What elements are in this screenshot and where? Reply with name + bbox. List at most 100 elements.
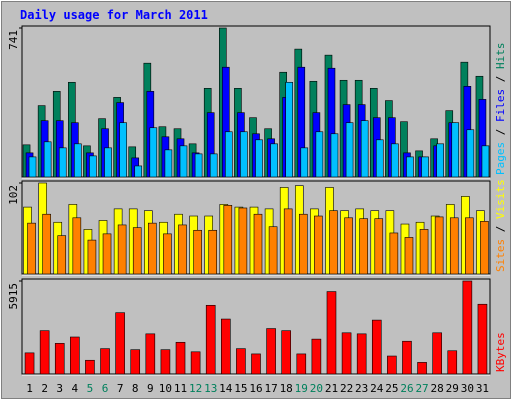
bar: [209, 153, 218, 178]
bar: [104, 147, 112, 178]
bar: [371, 319, 382, 375]
bar: [481, 145, 490, 178]
bar: [58, 147, 67, 178]
bar: [89, 155, 97, 178]
x-tick-label: 25: [385, 382, 398, 395]
bar: [54, 343, 65, 375]
bar: [311, 338, 322, 375]
bar: [374, 218, 384, 275]
bar: [57, 235, 67, 275]
bar: [421, 156, 429, 178]
bar: [205, 304, 216, 375]
x-tick-label: 29: [446, 382, 459, 395]
x-tick-label: 21: [325, 382, 338, 395]
x-tick-label: 6: [102, 382, 109, 395]
bar: [387, 355, 397, 375]
x-tick-label: 30: [461, 382, 474, 395]
bar: [85, 359, 95, 375]
x-tick-label: 18: [280, 382, 293, 395]
chart-title: Daily usage for March 2011: [20, 8, 208, 22]
legend: Sites / Visits: [494, 179, 507, 272]
bar: [359, 218, 368, 275]
x-tick-label: 17: [264, 382, 277, 395]
y-tick-label: 102: [7, 185, 20, 205]
bar: [434, 216, 444, 275]
x-tick-label: 11: [174, 382, 187, 395]
y-tick-label: 741: [7, 30, 20, 50]
bar: [132, 227, 142, 275]
x-tick-label: 27: [415, 382, 428, 395]
bar: [179, 145, 188, 178]
bar: [221, 318, 231, 375]
bar: [296, 353, 307, 375]
bar: [193, 229, 202, 275]
x-tick-label: 28: [431, 382, 444, 395]
legend: KBytes: [494, 332, 507, 372]
x-tick-label: 14: [219, 382, 233, 395]
y-tick-label: 5915: [7, 283, 20, 310]
bar: [27, 222, 36, 275]
bar: [145, 333, 156, 375]
x-tick-label: 31: [476, 382, 489, 395]
bar: [315, 131, 324, 178]
bar: [42, 213, 51, 275]
bar: [391, 143, 399, 178]
x-tick-label: 7: [117, 382, 124, 395]
bar: [283, 208, 293, 275]
x-tick-label: 1: [26, 382, 33, 395]
bar: [330, 133, 339, 178]
bar: [130, 349, 141, 375]
bar: [406, 156, 414, 178]
bar: [175, 341, 186, 375]
bar: [447, 350, 458, 375]
bar: [466, 129, 475, 178]
x-tick-label: 4: [72, 382, 79, 395]
legend-entry: Visits: [494, 179, 507, 219]
bar: [190, 351, 201, 375]
bar: [194, 153, 203, 178]
bar: [375, 139, 384, 178]
x-tick-label: 13: [204, 382, 217, 395]
bar: [39, 330, 50, 375]
bar: [43, 141, 52, 178]
bar: [404, 237, 414, 275]
bar: [70, 336, 80, 375]
bar: [419, 229, 429, 275]
x-tick-label: 23: [355, 382, 368, 395]
bar: [160, 349, 171, 375]
bar: [28, 156, 37, 178]
bar: [163, 233, 172, 275]
bar: [360, 120, 369, 178]
x-tick-label: 12: [189, 382, 202, 395]
legend-separator: /: [494, 122, 507, 142]
bar: [87, 239, 97, 275]
bar: [480, 221, 489, 275]
bar: [100, 348, 110, 375]
bar: [208, 229, 218, 275]
bar: [270, 143, 278, 178]
bar: [238, 207, 248, 275]
x-tick-label: 10: [159, 382, 172, 395]
bar: [326, 291, 337, 375]
legend-entry: KBytes: [494, 332, 507, 372]
bar: [451, 122, 460, 178]
bar: [119, 122, 127, 178]
bar: [115, 312, 125, 375]
bar: [345, 122, 354, 178]
bar: [255, 139, 263, 178]
bar: [251, 353, 261, 375]
bar: [164, 149, 173, 178]
bar: [389, 232, 399, 275]
bar: [341, 332, 352, 375]
x-tick-label: 22: [340, 382, 353, 395]
legend-separator: /: [494, 69, 507, 89]
x-tick-label: 9: [147, 382, 154, 395]
bar: [281, 330, 291, 375]
bar: [285, 81, 293, 178]
bar: [314, 215, 323, 275]
bar: [477, 303, 488, 375]
bar: [236, 348, 246, 375]
bar: [74, 143, 82, 178]
bar: [432, 332, 442, 375]
